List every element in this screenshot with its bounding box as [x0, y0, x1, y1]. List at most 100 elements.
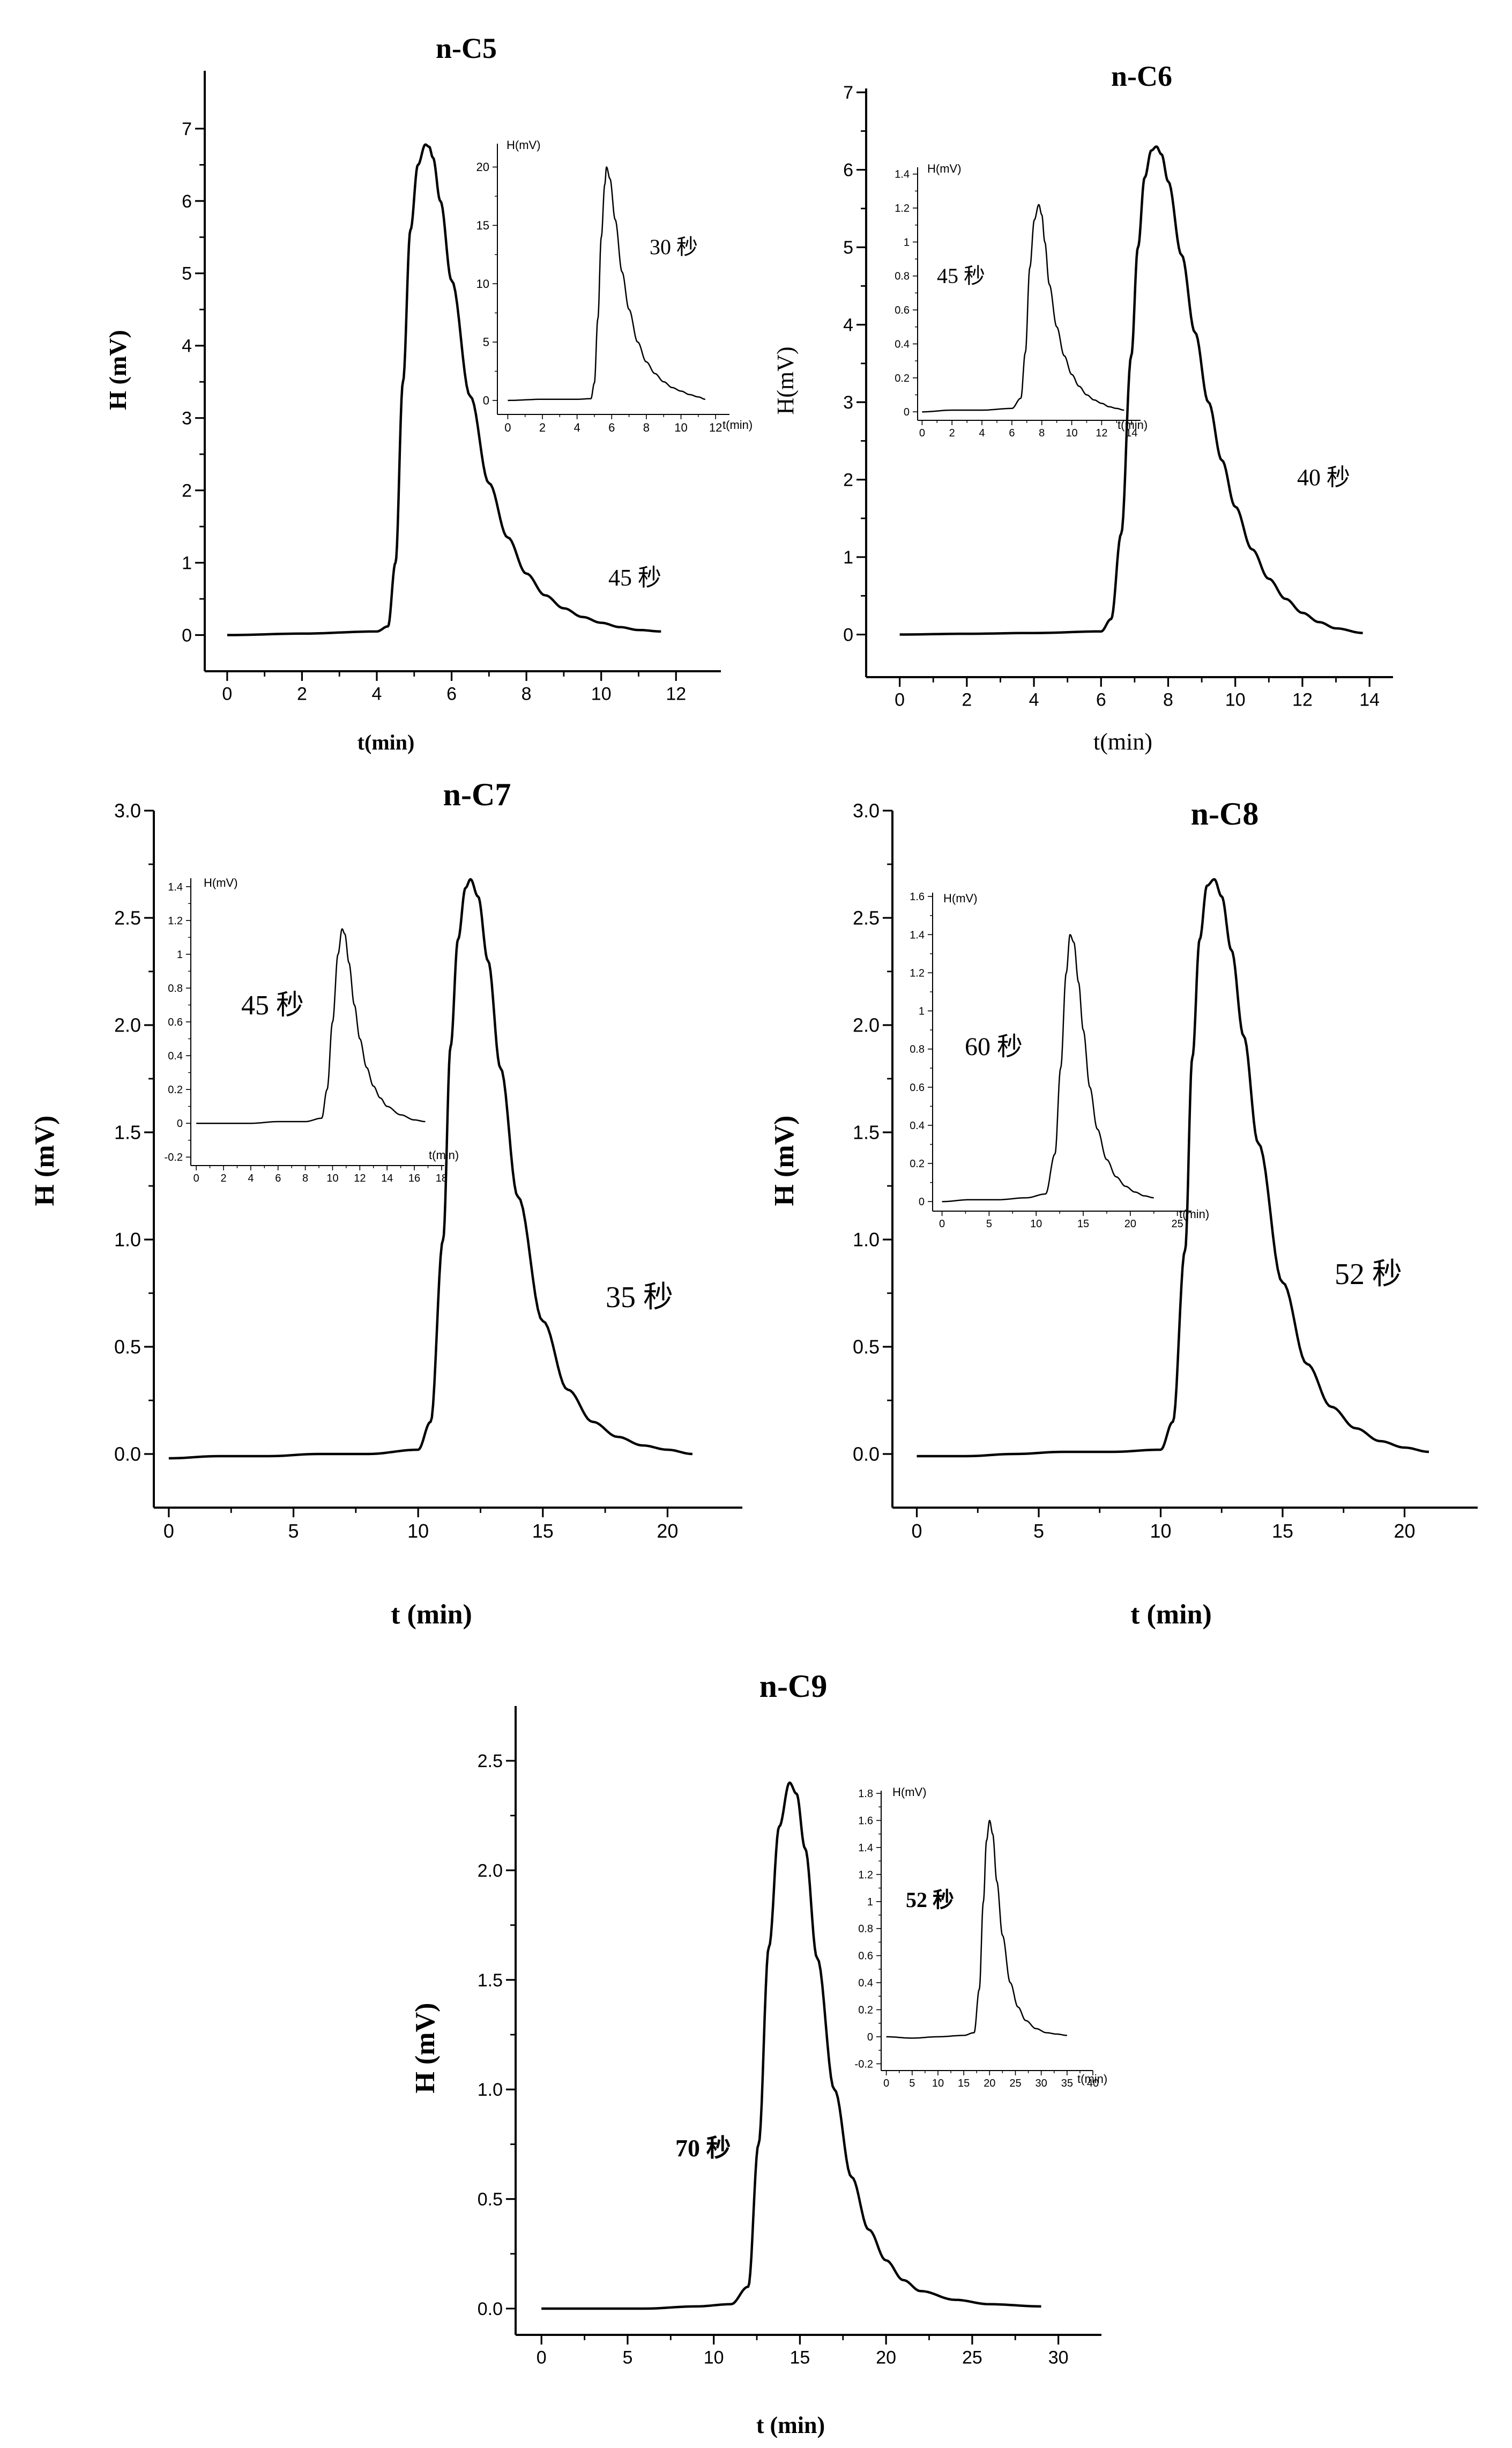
inset-x-tick-label: 10 — [1066, 427, 1077, 439]
main-x-tick-label: 0 — [911, 1520, 922, 1542]
inset-x-tick-label: 12 — [709, 421, 722, 434]
inset-y-tick-label: -0.2 — [855, 2058, 873, 2070]
inset-x-tick-label: 4 — [979, 427, 985, 439]
main-series-line — [899, 145, 1363, 636]
inset-y-tick-label: 0 — [919, 1196, 925, 1208]
main-x-tick-label: 15 — [790, 2348, 810, 2368]
main-series-line — [917, 878, 1429, 1458]
inset-x-tick-label: 6 — [275, 1173, 281, 1184]
main-x-tick-label: 0 — [222, 684, 232, 704]
inset-y-axis-label: H(mV) — [943, 892, 978, 905]
main-series-line — [168, 878, 692, 1460]
inset-y-tick-label: 1.2 — [910, 967, 925, 979]
main-y-tick-label: 0.0 — [478, 2299, 503, 2319]
main-x-tick-label: 0 — [537, 2348, 547, 2368]
x-axis-label: t (min) — [391, 1599, 472, 1630]
x-axis-label: t (min) — [1130, 1599, 1212, 1630]
main-x-tick-label: 25 — [962, 2348, 982, 2368]
main-y-tick-label: 1.5 — [853, 1122, 880, 1144]
y-axis-label: H(mV) — [772, 346, 799, 414]
inset-x-axis-label: t(min) — [1179, 1207, 1209, 1221]
main-x-tick-label: 10 — [591, 684, 612, 704]
inset-y-tick-label: 1.8 — [858, 1788, 873, 1800]
main-y-tick-label: 3.0 — [114, 800, 141, 822]
x-axis-label: t(min) — [357, 730, 415, 754]
inset-x-tick-label: 20 — [984, 2078, 995, 2089]
x-axis-label: t (min) — [756, 2412, 825, 2438]
inset-duration-annotation: 30 秒 — [650, 235, 698, 259]
inset-x-tick-label: 16 — [408, 1173, 420, 1184]
chart-title: n-C9 — [759, 1668, 828, 1704]
chart-title: n-C7 — [443, 777, 511, 812]
inset-y-tick-label: 0.2 — [168, 1084, 183, 1096]
main-y-tick-label: 4 — [843, 315, 853, 336]
inset-x-tick-label: 0 — [939, 1218, 945, 1230]
chart-title: n-C8 — [1191, 796, 1259, 832]
inset-y-tick-label: 1 — [867, 1896, 873, 1908]
inset-x-tick-label: 35 — [1061, 2078, 1073, 2089]
duration-annotation: 70 秒 — [675, 2134, 731, 2162]
inset-x-tick-label: 5 — [986, 1218, 992, 1230]
main-y-tick-label: 0.0 — [853, 1443, 880, 1465]
main-x-tick-label: 20 — [1394, 1520, 1415, 1542]
inset-x-tick-label: 5 — [909, 2078, 915, 2089]
main-x-tick-label: 10 — [1225, 690, 1246, 710]
main-series-line — [541, 1781, 1041, 2310]
main-y-tick-label: 6 — [182, 191, 192, 212]
inset-y-axis-label: H(mV) — [927, 162, 962, 175]
main-y-tick-label: 0.0 — [114, 1443, 141, 1465]
inset-y-tick-label: 0.6 — [910, 1082, 925, 1094]
main-x-tick-label: 15 — [532, 1520, 554, 1542]
chart-c8: 0.00.51.01.52.02.53.00 5 10 15 20n-C8t (min)… — [769, 796, 1478, 1630]
inset-y-tick-label: 0.6 — [858, 1950, 873, 1962]
inset-y-tick-label: 0.8 — [858, 1923, 873, 1935]
main-y-tick-label: 2.5 — [853, 907, 880, 929]
main-x-tick-label: 2 — [962, 690, 972, 710]
main-x-tick-label: 12 — [1292, 690, 1313, 710]
main-x-tick-label: 8 — [522, 684, 532, 704]
inset-x-tick-label: 2 — [539, 421, 546, 434]
main-y-tick-label: 1 — [182, 553, 192, 573]
inset-chart: -0.2 0 0.2 0.4 0.6 0.8 1 1.2 1.4 0 2 4 6 8 10 12 14 16 18 H… — [165, 876, 459, 1184]
main-x-tick-label: 5 — [288, 1520, 299, 1542]
inset-x-tick-label: 20 — [1124, 1218, 1136, 1230]
inset-y-tick-label: 1.6 — [858, 1815, 873, 1827]
chart-title: n-C5 — [436, 32, 497, 64]
main-y-tick-label: 6 — [843, 160, 853, 181]
main-y-tick-label: 3 — [182, 409, 192, 429]
inset-duration-annotation: 52 秒 — [906, 1888, 954, 1912]
main-y-tick-label: 5 — [182, 264, 192, 284]
inset-series-line — [942, 934, 1154, 1203]
inset-x-axis-label: t(min) — [1118, 418, 1148, 432]
inset-y-tick-label: 0.4 — [858, 1977, 873, 1989]
inset-x-tick-label: 12 — [354, 1173, 366, 1184]
main-y-tick-label: 1.5 — [478, 1970, 503, 1991]
main-x-tick-label: 10 — [704, 2348, 724, 2368]
inset-duration-annotation: 60 秒 — [965, 1033, 1023, 1061]
inset-x-tick-label: 8 — [302, 1173, 308, 1184]
inset-x-axis-label: t(min) — [723, 418, 753, 432]
inset-series-line — [196, 928, 426, 1124]
inset-y-tick-label: 0.6 — [168, 1017, 183, 1028]
inset-y-tick-label: 1.2 — [168, 915, 183, 927]
inset-y-tick-label: 10 — [476, 277, 489, 291]
inset-x-tick-label: 6 — [1009, 427, 1015, 439]
main-y-tick-label: 2.5 — [114, 907, 141, 929]
inset-duration-annotation: 45 秒 — [241, 990, 304, 1021]
inset-y-tick-label: 0.2 — [895, 373, 910, 384]
inset-y-tick-label: 1.4 — [858, 1842, 873, 1854]
duration-annotation: 52 秒 — [1335, 1258, 1402, 1291]
inset-x-tick-label: 10 — [326, 1173, 338, 1184]
inset-y-tick-label: 1.4 — [910, 929, 925, 941]
main-x-tick-label: 10 — [407, 1520, 429, 1542]
main-y-tick-label: 2 — [843, 470, 853, 490]
inset-x-tick-label: 6 — [608, 421, 615, 434]
main-series-line — [227, 143, 661, 636]
inset-x-tick-label: 25 — [1172, 1218, 1183, 1230]
inset-x-tick-label: 18 — [436, 1173, 448, 1184]
main-x-tick-label: 6 — [1096, 690, 1106, 710]
main-x-tick-label: 0 — [163, 1520, 174, 1542]
y-axis-label: H (mV) — [29, 1116, 60, 1206]
